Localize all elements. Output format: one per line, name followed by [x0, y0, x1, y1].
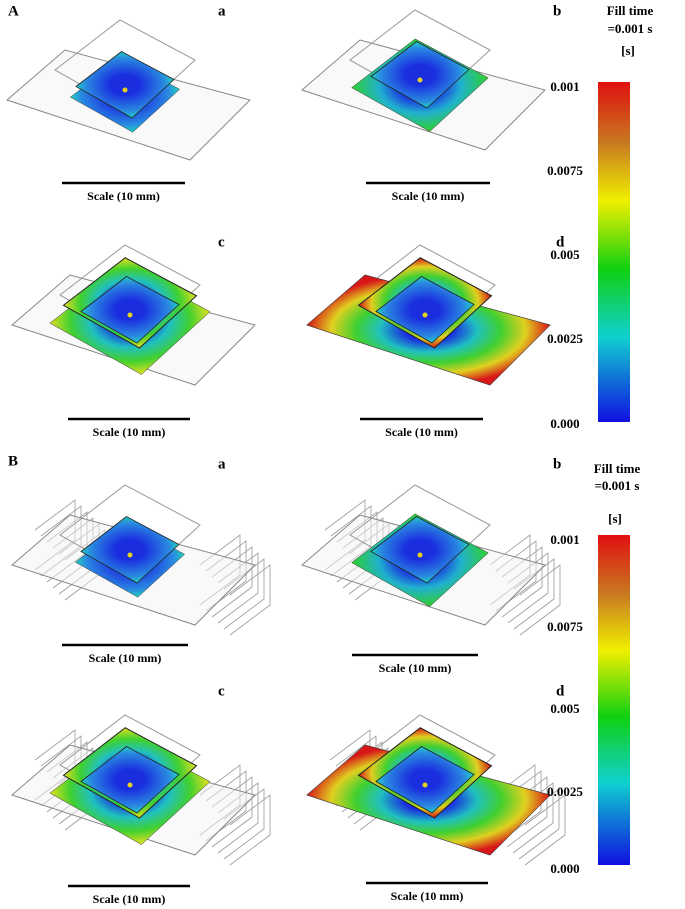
scale-label: Scale (10 mm) — [89, 651, 162, 665]
fin — [205, 770, 247, 842]
cavity — [370, 41, 470, 109]
cavity — [370, 516, 470, 584]
colorbar-tick-label: 0.0075 — [547, 619, 583, 634]
subpanel-label: c — [218, 234, 225, 250]
gate — [422, 312, 428, 318]
colorbar — [598, 535, 630, 865]
colorbar-tick-label: 0.000 — [550, 416, 579, 431]
colorbar-tick-label: 0.0025 — [547, 331, 583, 346]
subpanel-label: a — [218, 456, 226, 472]
subpanel-label: b — [553, 3, 561, 19]
fin — [229, 564, 271, 636]
colorbar-tick-label: 0.005 — [550, 701, 580, 716]
gate — [127, 312, 133, 318]
colorbar — [598, 82, 630, 422]
fin — [205, 540, 247, 612]
colorbar-tick-label: 0.005 — [550, 247, 580, 262]
colorbar-title: =0.001 s — [608, 21, 653, 36]
scale-label: Scale (10 mm) — [385, 425, 458, 439]
gate — [422, 782, 428, 788]
colorbar-tick-label: 0.001 — [550, 79, 579, 94]
cavity — [80, 276, 180, 344]
cavity — [75, 51, 175, 119]
colorbar-tick-label: 0.0075 — [547, 163, 583, 178]
scale-label: Scale (10 mm) — [93, 425, 166, 439]
colorbar-title: =0.001 s — [595, 478, 640, 493]
scale-label: Scale (10 mm) — [379, 661, 452, 675]
subpanel-label: d — [556, 234, 565, 250]
colorbar-title: Fill time — [607, 3, 654, 18]
cavity — [375, 746, 475, 814]
gate — [127, 552, 133, 558]
cavity — [80, 746, 180, 814]
colorbar-tick-label: 0.0025 — [547, 784, 583, 799]
panel-label: A — [8, 3, 19, 19]
gate — [417, 552, 423, 558]
subpanel-label: b — [553, 456, 561, 472]
scale-label: Scale (10 mm) — [392, 189, 465, 203]
cavity — [375, 276, 475, 344]
scale-label: Scale (10 mm) — [87, 189, 160, 203]
colorbar-tick-label: 0.000 — [550, 861, 579, 876]
fin — [500, 770, 542, 842]
scale-label: Scale (10 mm) — [93, 892, 166, 906]
subpanel-label: c — [218, 683, 225, 699]
colorbar-unit: [s] — [621, 43, 635, 58]
panel-label: B — [8, 453, 18, 469]
colorbar-tick-label: 0.001 — [550, 532, 579, 547]
scale-label: Scale (10 mm) — [391, 889, 464, 903]
fin — [524, 794, 566, 866]
cavity — [80, 516, 180, 584]
colorbar-unit: [s] — [608, 511, 622, 526]
fin — [519, 564, 561, 636]
gate — [417, 77, 423, 83]
subpanel-label: a — [218, 3, 226, 19]
gate — [122, 87, 128, 93]
colorbar-title: Fill time — [594, 461, 641, 476]
fin — [495, 540, 537, 612]
fin — [229, 794, 271, 866]
gate — [127, 782, 133, 788]
subpanel-label: d — [556, 683, 565, 699]
